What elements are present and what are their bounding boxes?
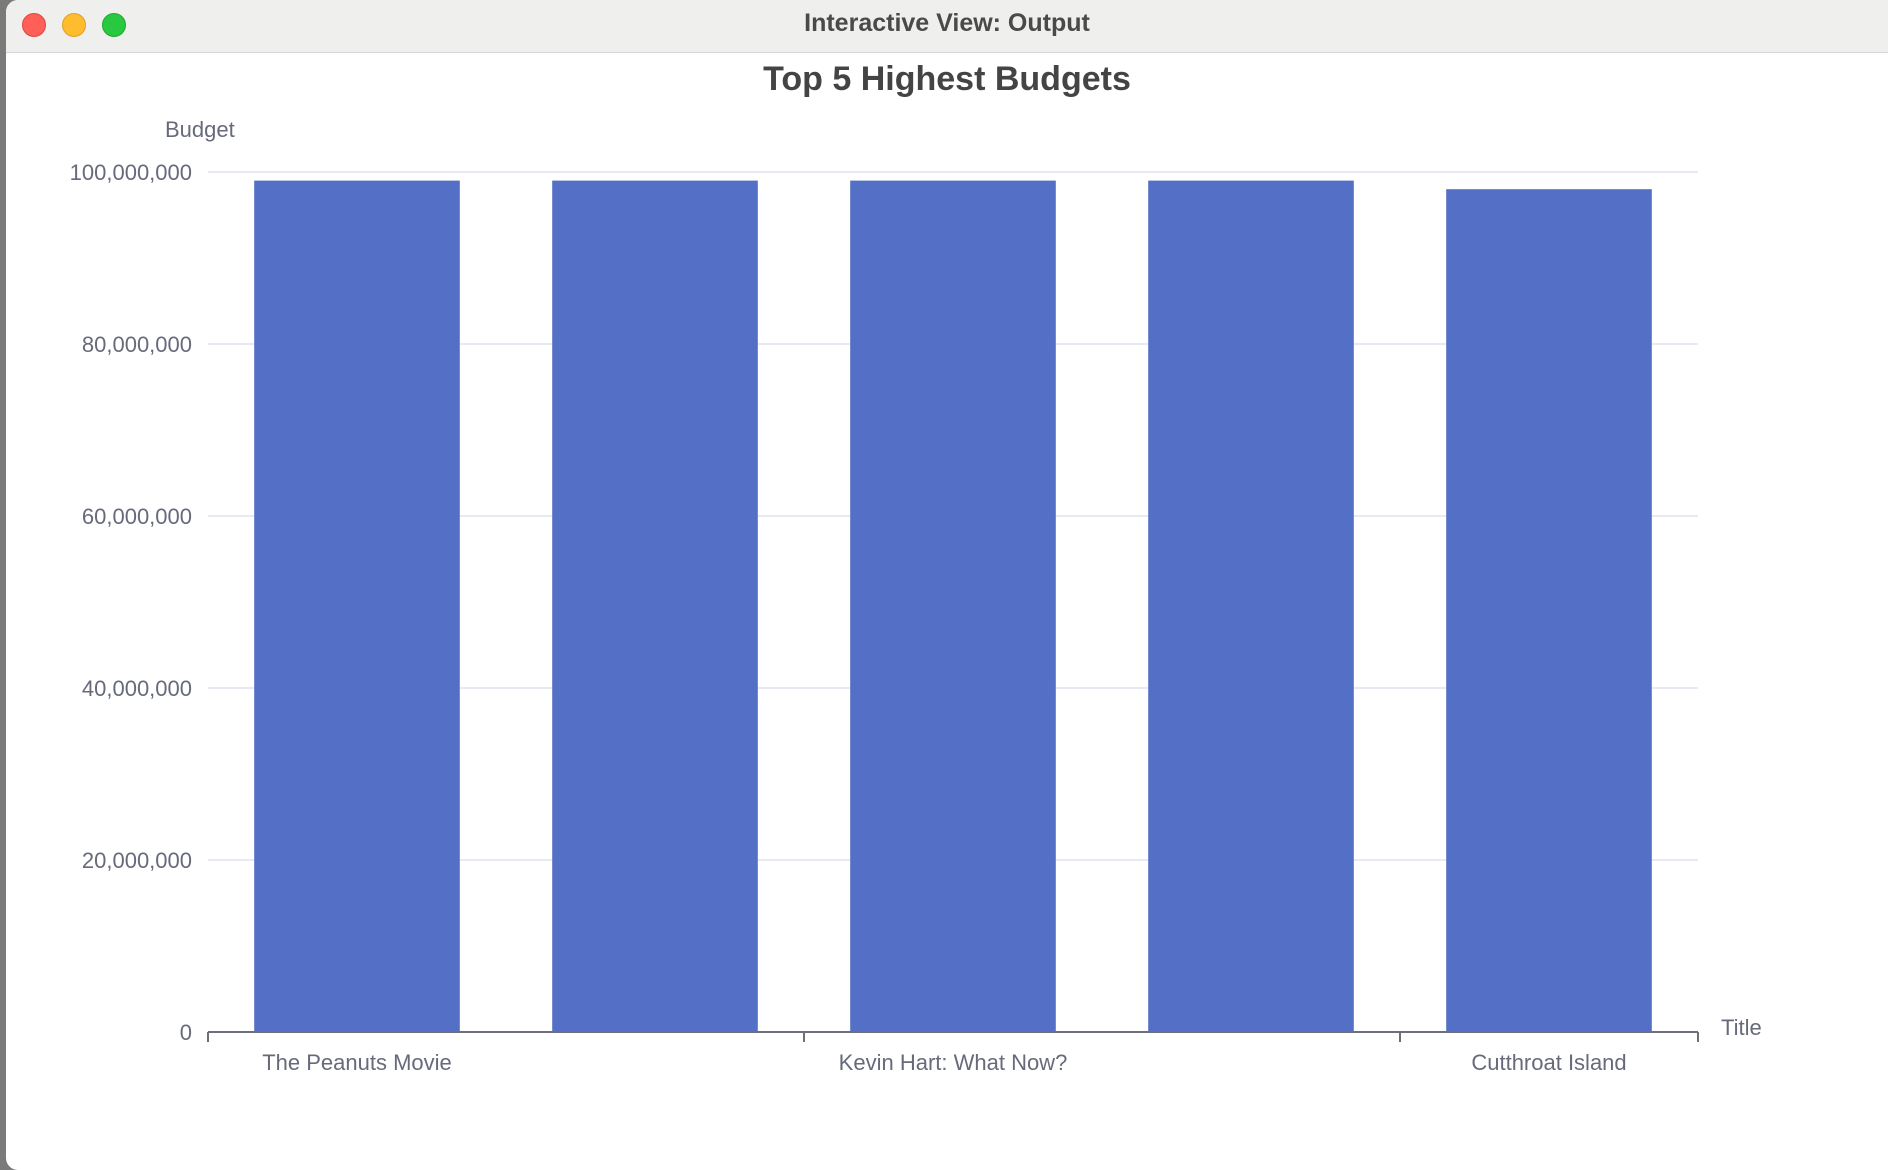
app-window: Interactive View: Output Top 5 Highest B… [6, 0, 1888, 1170]
x-axis-ticks: The Peanuts Movie Kevin Hart: What Now? Cu… [262, 1050, 1626, 1075]
x-axis-label: Title [1721, 1015, 1762, 1040]
x-tick-label: The Peanuts Movie [262, 1050, 452, 1075]
close-window-button[interactable] [22, 13, 46, 37]
window-title: Interactive View: Output [804, 9, 1090, 37]
y-tick-label: 0 [180, 1020, 192, 1045]
bar[interactable] [254, 180, 460, 1033]
chart-title: Top 5 Highest Budgets [763, 60, 1131, 98]
y-axis-ticks: 0 20,000,000 40,000,000 60,000,000 80,000,00… [70, 160, 192, 1045]
minimize-window-button[interactable] [62, 13, 86, 37]
x-tick-label: Cutthroat Island [1471, 1050, 1626, 1075]
y-axis-label: Budget [165, 117, 235, 142]
y-tick-label: 100,000,000 [70, 160, 192, 185]
y-tick-label: 20,000,000 [82, 848, 192, 873]
bar[interactable] [1148, 180, 1354, 1033]
x-axis [207, 1031, 1699, 1042]
y-tick-label: 40,000,000 [82, 676, 192, 701]
x-tick-label: Kevin Hart: What Now? [839, 1050, 1068, 1075]
bar-chart: Top 5 Highest Budgets Budget Title 0 20,0… [70, 60, 1762, 1075]
y-tick-label: 80,000,000 [82, 332, 192, 357]
bar[interactable] [850, 180, 1056, 1033]
title-bar: Interactive View: Output [6, 0, 1888, 53]
maximize-window-button[interactable] [102, 13, 126, 37]
y-tick-label: 60,000,000 [82, 504, 192, 529]
bar[interactable] [552, 180, 758, 1033]
bars [254, 180, 1652, 1033]
bar[interactable] [1446, 189, 1652, 1032]
